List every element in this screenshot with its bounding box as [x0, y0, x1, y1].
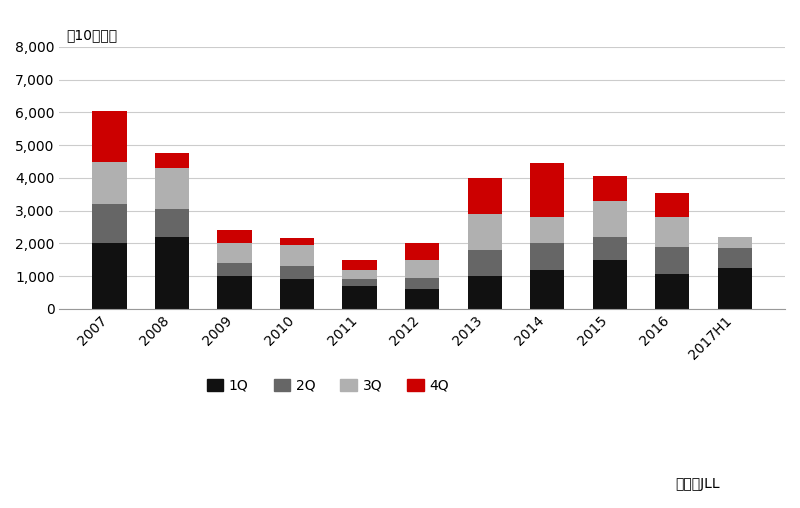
Bar [467, 178, 502, 214]
Bar [218, 263, 252, 276]
Bar [342, 279, 377, 286]
Bar [155, 209, 190, 237]
Bar [280, 279, 314, 309]
Bar [655, 274, 690, 309]
Bar [92, 243, 126, 309]
Bar [405, 243, 439, 260]
Bar [218, 243, 252, 263]
Bar [218, 276, 252, 309]
Bar [405, 278, 439, 289]
Bar [155, 168, 190, 209]
Bar [718, 248, 752, 268]
Bar [530, 243, 565, 270]
Bar [593, 260, 627, 309]
Bar [155, 153, 190, 168]
Bar [718, 268, 752, 309]
Bar [467, 250, 502, 276]
Bar [155, 237, 190, 309]
Bar [92, 204, 126, 243]
Bar [593, 237, 627, 260]
Text: （10億円）: （10億円） [66, 28, 118, 42]
Text: 出所：JLL: 出所：JLL [675, 477, 720, 491]
Bar [405, 260, 439, 278]
Bar [593, 176, 627, 201]
Bar [467, 214, 502, 250]
Legend: 1Q, 2Q, 3Q, 4Q: 1Q, 2Q, 3Q, 4Q [201, 373, 454, 398]
Bar [342, 286, 377, 309]
Bar [467, 276, 502, 309]
Bar [342, 270, 377, 279]
Bar [280, 245, 314, 266]
Bar [342, 260, 377, 270]
Bar [92, 162, 126, 204]
Bar [655, 247, 690, 274]
Bar [405, 289, 439, 309]
Bar [655, 193, 690, 217]
Bar [530, 270, 565, 309]
Bar [530, 217, 565, 243]
Bar [593, 201, 627, 237]
Bar [280, 238, 314, 245]
Bar [218, 230, 252, 243]
Bar [655, 217, 690, 247]
Bar [92, 111, 126, 162]
Bar [530, 163, 565, 217]
Bar [718, 237, 752, 248]
Bar [280, 266, 314, 279]
